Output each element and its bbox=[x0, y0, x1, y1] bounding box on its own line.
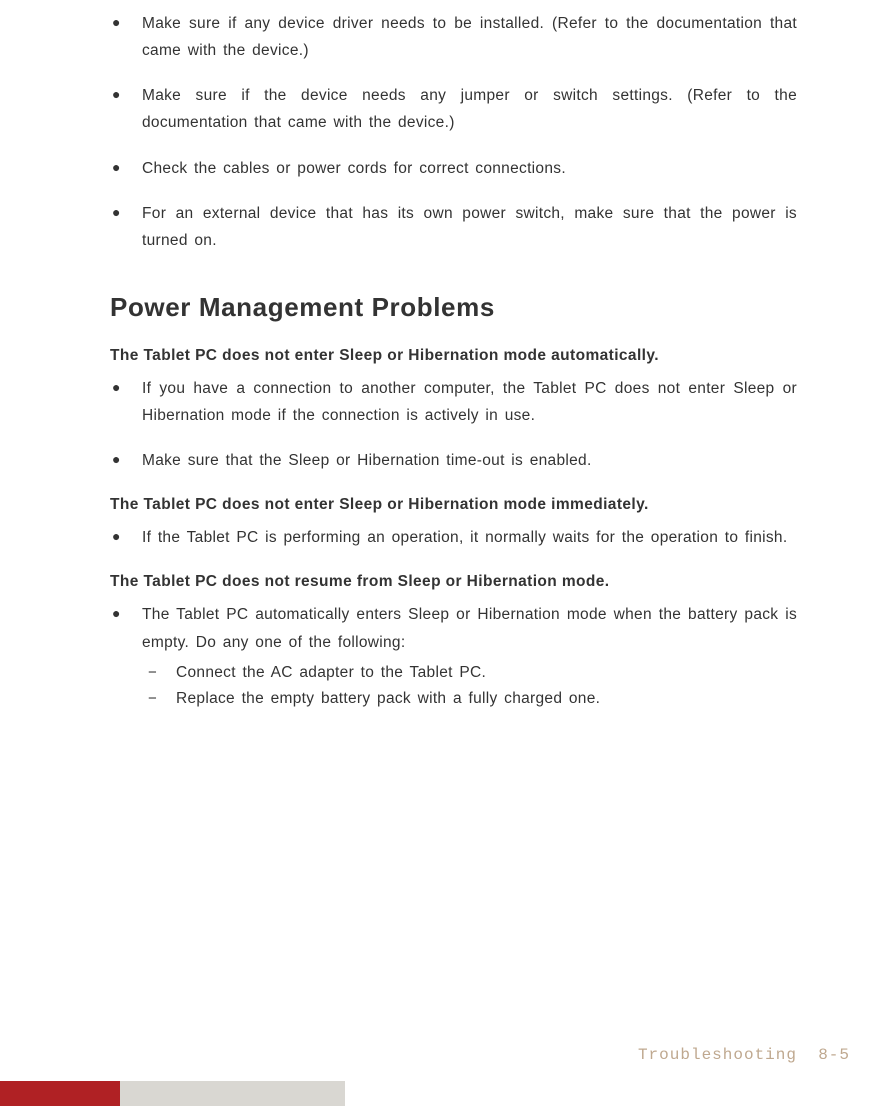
footer-bar-accent bbox=[0, 1081, 120, 1106]
section-heading: Power Management Problems bbox=[110, 292, 797, 323]
list-item: If the Tablet PC is performing an operat… bbox=[110, 524, 797, 551]
list-item: Make sure if any device driver needs to … bbox=[110, 10, 797, 64]
sub-dash-list: Connect the AC adapter to the Tablet PC.… bbox=[142, 660, 797, 713]
problem-bullet-list: The Tablet PC automatically enters Sleep… bbox=[110, 601, 797, 712]
sub-list-item: Replace the empty battery pack with a fu… bbox=[142, 686, 797, 712]
footer-bar bbox=[0, 1081, 872, 1106]
page-content: Make sure if any device driver needs to … bbox=[0, 0, 872, 712]
sub-list-item: Connect the AC adapter to the Tablet PC. bbox=[142, 660, 797, 686]
footer-page-number: 8-5 bbox=[818, 1046, 850, 1064]
problem-bullet-list: If the Tablet PC is performing an operat… bbox=[110, 524, 797, 551]
list-item: Make sure that the Sleep or Hibernation … bbox=[110, 447, 797, 474]
problem-group: The Tablet PC does not enter Sleep or Hi… bbox=[110, 496, 797, 551]
footer-label: Troubleshooting 8-5 bbox=[638, 1046, 850, 1064]
problem-group: The Tablet PC does not resume from Sleep… bbox=[110, 573, 797, 712]
list-item-text: The Tablet PC automatically enters Sleep… bbox=[142, 606, 797, 650]
list-item: Make sure if the device needs any jumper… bbox=[110, 82, 797, 136]
problem-bullet-list: If you have a connection to another comp… bbox=[110, 375, 797, 474]
footer-bar-mid bbox=[120, 1081, 345, 1106]
intro-bullet-list: Make sure if any device driver needs to … bbox=[110, 10, 797, 254]
problem-heading: The Tablet PC does not enter Sleep or Hi… bbox=[110, 347, 797, 365]
problem-heading: The Tablet PC does not resume from Sleep… bbox=[110, 573, 797, 591]
list-item: If you have a connection to another comp… bbox=[110, 375, 797, 429]
list-item: Check the cables or power cords for corr… bbox=[110, 155, 797, 182]
list-item: The Tablet PC automatically enters Sleep… bbox=[110, 601, 797, 712]
problem-heading: The Tablet PC does not enter Sleep or Hi… bbox=[110, 496, 797, 514]
footer-bar-right bbox=[345, 1081, 872, 1106]
list-item: For an external device that has its own … bbox=[110, 200, 797, 254]
footer-section-name: Troubleshooting bbox=[638, 1046, 797, 1064]
problem-group: The Tablet PC does not enter Sleep or Hi… bbox=[110, 347, 797, 474]
